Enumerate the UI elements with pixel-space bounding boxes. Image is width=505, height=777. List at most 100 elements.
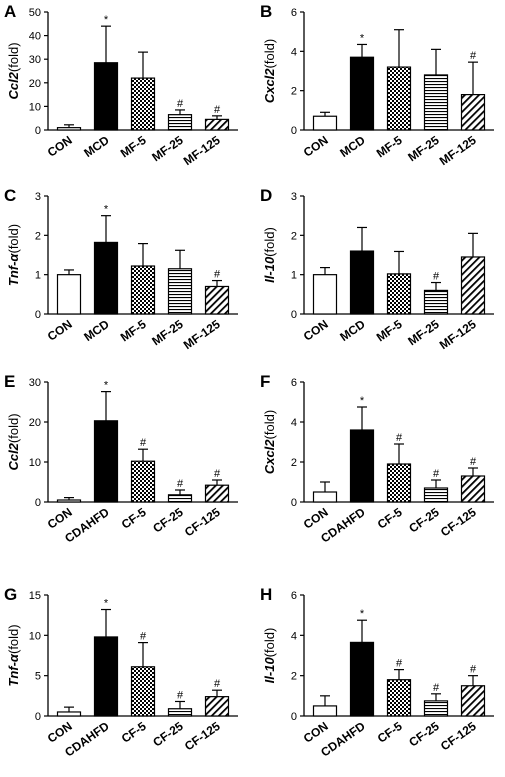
y-axis-label-gene: Cxcl2 [262, 68, 277, 103]
y-axis-label-unit: (fold) [6, 224, 21, 254]
bar-mcd [93, 62, 119, 131]
y-axis-label-gene: Ccl2 [6, 442, 21, 470]
y-axis-label-unit: (fold) [6, 413, 21, 443]
significance-mark: # [214, 468, 221, 480]
y-tick-label: 20 [29, 417, 41, 429]
x-category-label: MF-5 [118, 133, 149, 161]
y-tick-label: 15 [29, 590, 41, 602]
significance-mark: # [470, 456, 477, 468]
x-category-label: MF-5 [374, 317, 405, 345]
x-category-label: MCD [337, 133, 368, 160]
significance-mark: # [177, 689, 184, 701]
y-axis-label: Ccl2(fold) [6, 42, 21, 99]
significance-mark: # [177, 98, 184, 110]
bar-mf-25 [423, 74, 449, 131]
y-axis-label-unit: (fold) [6, 42, 21, 72]
y-tick-label: 4 [291, 417, 297, 429]
y-axis-label: Cxcl2(fold) [262, 410, 277, 474]
y-tick-label: 50 [29, 7, 41, 19]
y-tick-label: 6 [291, 590, 297, 602]
significance-mark: # [470, 50, 477, 62]
bar-con [312, 115, 338, 131]
bar-cdahfd [93, 420, 119, 503]
significance-mark: # [433, 468, 440, 480]
bar-cf-25 [167, 494, 193, 503]
significance-mark: # [140, 631, 147, 643]
chart-panel-h: HIl-10(fold)0246CON*CDAHFD#CF-5#CF-25#CF… [260, 585, 494, 760]
y-tick-label: 0 [291, 497, 297, 509]
bar-mcd [93, 241, 119, 315]
bar-mf-5 [130, 77, 156, 131]
significance-mark: * [360, 395, 365, 407]
bar-con [312, 274, 338, 315]
significance-mark: * [360, 32, 365, 44]
significance-mark: # [433, 682, 440, 694]
y-tick-label: 0 [35, 125, 41, 137]
x-category-label: CON [301, 133, 331, 160]
bar-con [56, 499, 82, 503]
bar-cf-5 [386, 679, 412, 717]
y-axis-label-gene: Ccl2 [6, 71, 21, 99]
significance-mark: # [177, 478, 184, 490]
x-category-label: CF-5 [119, 719, 149, 746]
y-axis-label-gene: Tnf-α [6, 253, 21, 287]
bar-mf-125 [460, 256, 486, 315]
y-tick-label: 2 [291, 671, 297, 683]
bar-mf-125 [204, 285, 230, 315]
y-tick-label: 4 [291, 630, 297, 642]
y-tick-label: 10 [29, 457, 41, 469]
x-category-label: CF-5 [375, 505, 405, 532]
x-category-label: CF-25 [406, 719, 442, 750]
bar-cf-125 [460, 685, 486, 717]
y-axis-label: Tnf-α(fold) [6, 624, 21, 686]
bar-mf-5 [386, 66, 412, 131]
y-tick-label: 2 [35, 230, 41, 242]
x-category-label: CF-125 [438, 719, 479, 754]
y-tick-label: 6 [291, 377, 297, 389]
x-category-label: MF-25 [149, 133, 186, 165]
x-category-label: MCD [81, 317, 112, 344]
y-tick-label: 30 [29, 377, 41, 389]
x-category-label: MCD [81, 133, 112, 160]
y-tick-label: 2 [291, 457, 297, 469]
y-tick-label: 5 [35, 671, 41, 683]
x-category-label: MF-125 [437, 133, 479, 168]
bar-mcd [349, 250, 375, 315]
bar-mcd [349, 56, 375, 131]
y-axis-label-gene: Cxcl2 [262, 439, 277, 474]
y-tick-label: 3 [291, 191, 297, 203]
x-category-label: CF-125 [438, 505, 479, 540]
y-axis-label-gene: Tnf-α [6, 653, 21, 687]
panel-letter: A [4, 2, 16, 21]
bar-mf-25 [423, 289, 449, 315]
x-category-label: CON [45, 317, 75, 344]
y-tick-label: 0 [35, 711, 41, 723]
y-tick-label: 0 [291, 711, 297, 723]
significance-mark: # [214, 104, 221, 116]
y-tick-label: 4 [291, 46, 297, 58]
significance-mark: * [104, 14, 109, 26]
bar-cf-25 [423, 700, 449, 717]
x-category-label: MF-5 [374, 133, 405, 161]
bar-mf-5 [386, 273, 412, 315]
x-category-label: MF-25 [149, 317, 186, 349]
bar-cf-5 [130, 666, 156, 717]
bar-cdahfd [93, 636, 119, 717]
y-axis-label: Il-10(fold) [262, 227, 277, 283]
bar-mf-5 [130, 265, 156, 315]
y-axis-label-unit: (fold) [262, 628, 277, 658]
significance-mark: * [360, 608, 365, 620]
x-category-label: CF-25 [150, 719, 186, 750]
significance-mark: # [396, 658, 403, 670]
bar-cf-5 [386, 463, 412, 503]
chart-panel-e: ECcl2(fold)0102030CON*CDAHFD#CF-5#CF-25#… [4, 372, 238, 546]
x-category-label: CF-25 [406, 505, 442, 536]
bar-cf-125 [204, 696, 230, 717]
bar-cf-25 [423, 487, 449, 503]
y-axis-label-unit: (fold) [262, 410, 277, 440]
x-category-label: MF-25 [405, 133, 442, 165]
bar-con [312, 705, 338, 717]
y-axis-label: Tnf-α(fold) [6, 224, 21, 286]
